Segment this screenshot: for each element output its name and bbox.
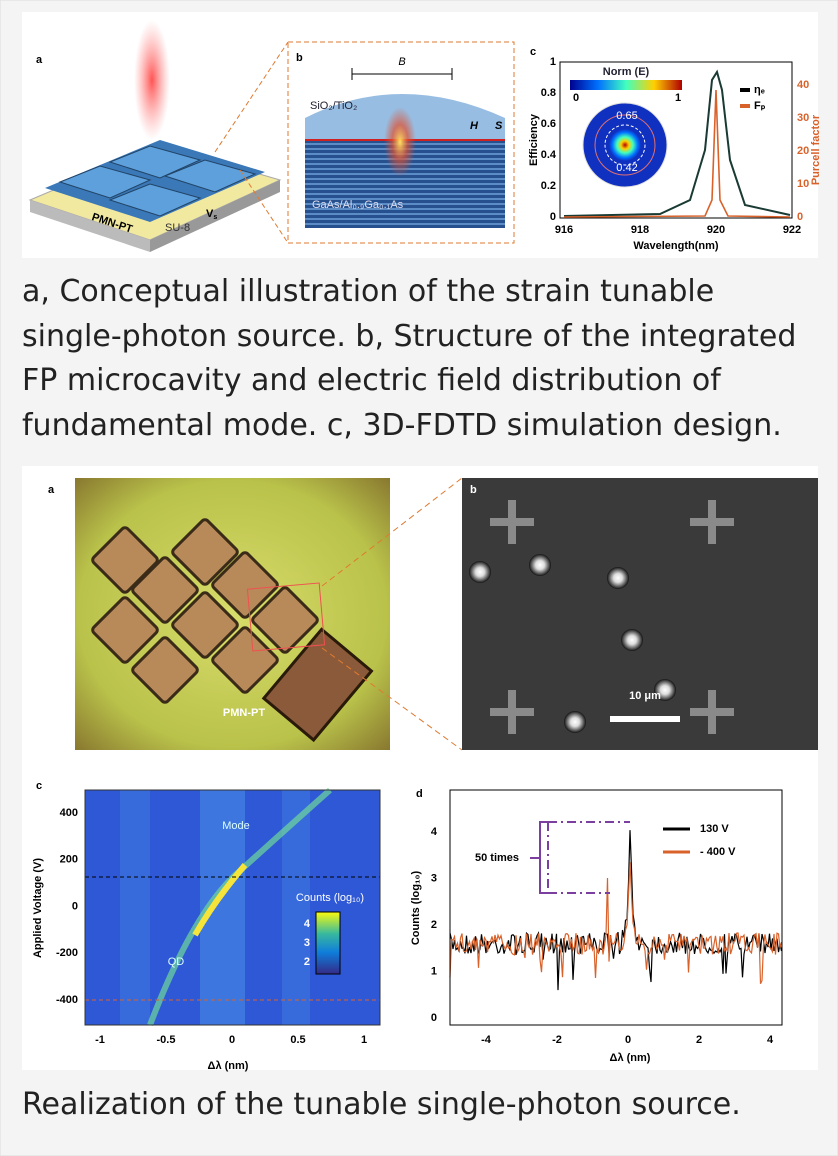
y-tick-label: 0 xyxy=(72,900,78,912)
x-axis-label: Δλ (nm) xyxy=(610,1052,651,1064)
y-tick-label: 4 xyxy=(304,918,311,930)
top-mirror-label: SiO₂/TiO₂ xyxy=(310,100,357,112)
layer-label: SU-8 xyxy=(165,222,190,234)
y-tick-label: -400 xyxy=(56,994,78,1006)
y-axis-label: Counts (log₁₀) xyxy=(410,871,422,946)
figure-caption: a, Conceptual illustration of the strain… xyxy=(22,270,818,448)
particle xyxy=(564,711,586,733)
y-tick-label: 2 xyxy=(431,919,437,931)
y-tick-label: 3 xyxy=(431,872,437,884)
y-tick-label: 0 xyxy=(431,1012,437,1024)
y2-axis-label: Purcell factor xyxy=(810,114,822,185)
x-tick-label: 916 xyxy=(555,224,573,236)
x-tick-label: 0 xyxy=(625,1034,631,1046)
x-tick-label: -1 xyxy=(95,1034,105,1046)
x-tick-label: -0.5 xyxy=(157,1034,176,1046)
x-tick-label: -2 xyxy=(552,1034,562,1046)
panel-label: b xyxy=(296,52,303,64)
panel-label: c xyxy=(36,780,42,792)
bottom-mirror-label: GaAs/Al₀.₉Ga₀.₁As xyxy=(312,199,404,211)
scale-bar-label: 10 μm xyxy=(629,690,661,702)
scale-bar xyxy=(610,716,680,722)
annotation: Mode xyxy=(222,820,250,832)
figure-caption: Realization of the tunable single-photon… xyxy=(22,1083,818,1128)
y-tick-label: 200 xyxy=(60,854,78,866)
figures: a PMN-PT SU-8 Vs b B H S SiO₂/TiO₂ GaAs/… xyxy=(0,0,838,1156)
colorbar-tick: 1 xyxy=(675,92,681,104)
x-tick-label: 2 xyxy=(696,1034,702,1046)
annotation: 50 times xyxy=(475,852,519,864)
legend-entry: Fₚ xyxy=(754,100,766,112)
y-tick-label: 1 xyxy=(431,965,437,977)
x-tick-label: 4 xyxy=(767,1034,774,1046)
x-tick-label: 0.5 xyxy=(290,1034,305,1046)
particle xyxy=(621,629,643,651)
cross xyxy=(708,500,716,544)
y-tick-label: 0 xyxy=(797,211,803,223)
substrate-label: PMN-PT xyxy=(223,707,265,719)
panel-label: b xyxy=(470,484,477,496)
colorbar-title: Counts (log₁₀) xyxy=(296,892,364,904)
y-tick-label: 30 xyxy=(797,112,809,124)
y-tick-label: 400 xyxy=(60,807,78,819)
spacing-label: S xyxy=(495,120,503,132)
cross xyxy=(508,500,516,544)
y-tick-label: 4 xyxy=(431,826,438,838)
y-tick-label: 0.6 xyxy=(541,118,556,130)
x-tick-label: -4 xyxy=(481,1034,492,1046)
y-tick-label: 1 xyxy=(550,56,556,68)
particle xyxy=(469,561,491,583)
y-tick-label: 0 xyxy=(550,211,556,223)
annotation: QD xyxy=(168,956,185,968)
y-tick-label: 10 xyxy=(797,178,809,190)
x-tick-label: 1 xyxy=(361,1034,367,1046)
y-tick-label: 2 xyxy=(304,956,310,968)
y-tick-label: 0.4 xyxy=(541,149,557,161)
y-axis-label: Applied Voltage (V) xyxy=(32,858,44,958)
height-label: H xyxy=(470,120,479,132)
panel-label: a xyxy=(48,484,55,496)
x-tick-label: 920 xyxy=(707,224,725,236)
ring-label: 0.65 xyxy=(616,110,637,122)
legend-entry: 130 V xyxy=(700,823,729,835)
x-axis-label: Wavelength(nm) xyxy=(633,240,718,252)
legend-entry: ηₑ xyxy=(754,84,765,96)
panel-label: a xyxy=(36,54,43,66)
colorbar-title: Norm (E) xyxy=(603,66,650,78)
y-tick-label: 0.2 xyxy=(541,180,556,192)
cross xyxy=(708,690,716,734)
x-tick-label: 0 xyxy=(229,1034,235,1046)
ring-label: 0.42 xyxy=(616,162,637,174)
particle xyxy=(529,554,551,576)
panel-label: c xyxy=(530,46,536,58)
cross xyxy=(508,690,516,734)
x-tick-label: 918 xyxy=(631,224,649,236)
page: a PMN-PT SU-8 Vs b B H S SiO₂/TiO₂ GaAs/… xyxy=(0,0,838,1156)
x-tick-label: 922 xyxy=(783,224,801,236)
x-axis-label: Δλ (nm) xyxy=(208,1060,249,1072)
y-tick-label: 20 xyxy=(797,145,809,157)
legend-entry: - 400 V xyxy=(700,846,736,858)
colorbar-tick: 0 xyxy=(573,92,579,104)
y-axis-label: Efficiency xyxy=(528,113,540,166)
y-tick-label: -200 xyxy=(56,947,78,959)
panel-label: d xyxy=(416,788,423,800)
y-tick-label: 40 xyxy=(797,79,809,91)
y-tick-label: 3 xyxy=(304,937,310,949)
y-tick-label: 0.8 xyxy=(541,87,556,99)
width-label: B xyxy=(398,56,405,68)
particle xyxy=(607,567,629,589)
